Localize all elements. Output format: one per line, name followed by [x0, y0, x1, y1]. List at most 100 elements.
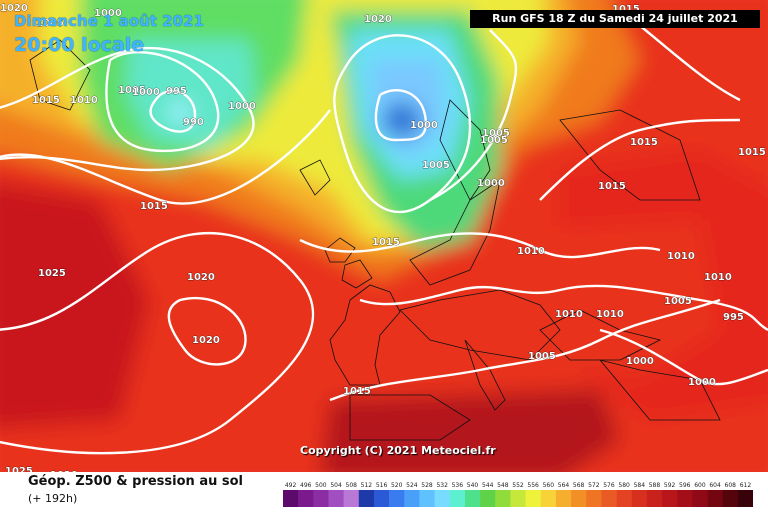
legend-label: 564: [558, 482, 570, 489]
isobar-label: 1010: [70, 95, 98, 106]
legend-swatch: [373, 490, 390, 507]
legend-swatch: [464, 490, 481, 507]
isobar-label: 1005: [482, 128, 510, 139]
legend-swatch: [677, 490, 693, 507]
color-scale-legend: 492 496 500 504 508 512 516 520 524 528 532 536 540 5…: [283, 482, 753, 507]
isobar-label: 1015: [140, 201, 168, 212]
legend-swatch: [343, 490, 360, 507]
legend-label: 528: [421, 482, 433, 489]
legend-swatch: [540, 490, 557, 507]
legend-label: 576: [603, 482, 615, 489]
forecast-time: 20:00 locale: [14, 34, 145, 56]
isobar-label: 1010: [596, 309, 624, 320]
isobar-label: 990: [183, 117, 204, 128]
isobar-label: 1025: [5, 466, 33, 472]
legend-label: 516: [376, 482, 388, 489]
legend-label: 548: [497, 482, 509, 489]
pressure-field: [0, 0, 768, 472]
legend-swatch: [601, 490, 617, 507]
isobar-label: 1000: [132, 87, 160, 98]
legend-label: 556: [527, 482, 539, 489]
isobar-label: 1020: [50, 470, 78, 472]
isobar-label: 1020: [192, 335, 220, 346]
isobar-label: 1015: [372, 237, 400, 248]
legend-swatch: [646, 490, 663, 507]
legend-swatch: [404, 490, 420, 507]
isobar-label: 1000: [228, 101, 256, 112]
legend-swatch: [434, 490, 451, 507]
legend-swatch: [662, 490, 678, 507]
isobar-label: 1020: [187, 272, 215, 283]
model-run-label: Run GFS 18 Z du Samedi 24 juillet 2021: [470, 10, 760, 28]
isobar-label: 1010: [555, 309, 583, 320]
legend-swatch: [737, 490, 753, 507]
legend-label: 608: [725, 482, 737, 489]
legend-label: 560: [543, 482, 555, 489]
copyright-notice: Copyright (C) 2021 Meteociel.fr: [300, 444, 496, 457]
isobar-label: 1015: [612, 4, 640, 15]
legend-label: 540: [467, 482, 479, 489]
legend-swatch: [586, 490, 602, 507]
isobar-label: 1005: [480, 135, 508, 146]
legend-label: 532: [436, 482, 448, 489]
isobar-label: 1000: [626, 356, 654, 367]
legend-swatch: [389, 490, 405, 507]
isobar-label: 1005: [528, 351, 556, 362]
legend-label: 552: [512, 482, 524, 489]
isobar-label: 1015: [32, 95, 60, 106]
isobar-label: 1010: [704, 272, 732, 283]
legend-swatch: [510, 490, 526, 507]
legend-label: 604: [709, 482, 721, 489]
legend-swatch: [571, 490, 587, 507]
legend-label: 596: [679, 482, 691, 489]
legend-label: 504: [330, 482, 342, 489]
legend-label: 584: [634, 482, 646, 489]
isobar-label: 1025: [38, 268, 66, 279]
legend-label: 508: [346, 482, 358, 489]
legend-swatch: [692, 490, 708, 507]
legend-label: 592: [664, 482, 676, 489]
isobar-label: 1015: [343, 386, 371, 397]
legend-swatch: [283, 490, 299, 507]
legend-label: 568: [573, 482, 585, 489]
legend-swatch: [722, 490, 739, 507]
legend-label: 496: [300, 482, 312, 489]
isobar-label: 1000: [477, 178, 505, 189]
legend-swatch: [616, 490, 633, 507]
legend-label: 572: [588, 482, 600, 489]
legend-swatch: [631, 490, 648, 507]
isobar-label: 1015: [630, 137, 658, 148]
legend-swatch: [480, 490, 496, 507]
legend-swatch: [419, 490, 435, 507]
legend-swatch: [298, 490, 314, 507]
legend-label: 588: [649, 482, 661, 489]
legend-label: 512: [361, 482, 373, 489]
isobar-label: 1005: [664, 296, 692, 307]
isobar-label: 1020: [0, 3, 28, 14]
legend-swatch: [495, 490, 511, 507]
legend-label: 492: [285, 482, 297, 489]
isobar-label: 1005: [422, 160, 450, 171]
legend-label: 600: [694, 482, 706, 489]
isobar-label: 1020: [364, 14, 392, 25]
legend-swatch: [707, 490, 723, 507]
legend-label: 612: [740, 482, 752, 489]
legend-label: 520: [391, 482, 403, 489]
legend-swatch: [555, 490, 572, 507]
isobar-label: 1000: [410, 120, 438, 131]
forecast-date: Dimanche 1 août 2021: [14, 12, 204, 30]
isobar-label: 1000: [688, 377, 716, 388]
legend-swatch: [313, 490, 329, 507]
isobar-label: 1010: [667, 251, 695, 262]
footer-title: Géop. Z500 & pression au sol: [28, 474, 243, 489]
legend-label: 536: [452, 482, 464, 489]
isobar-label: 1015: [598, 181, 626, 192]
isobar-label: 1000: [94, 8, 122, 19]
legend-swatch: [449, 490, 466, 507]
footer-subtitle: (+ 192h): [28, 492, 78, 505]
legend-label: 500: [315, 482, 327, 489]
legend-swatch: [328, 490, 344, 507]
isobar-label: 1010: [517, 246, 545, 257]
